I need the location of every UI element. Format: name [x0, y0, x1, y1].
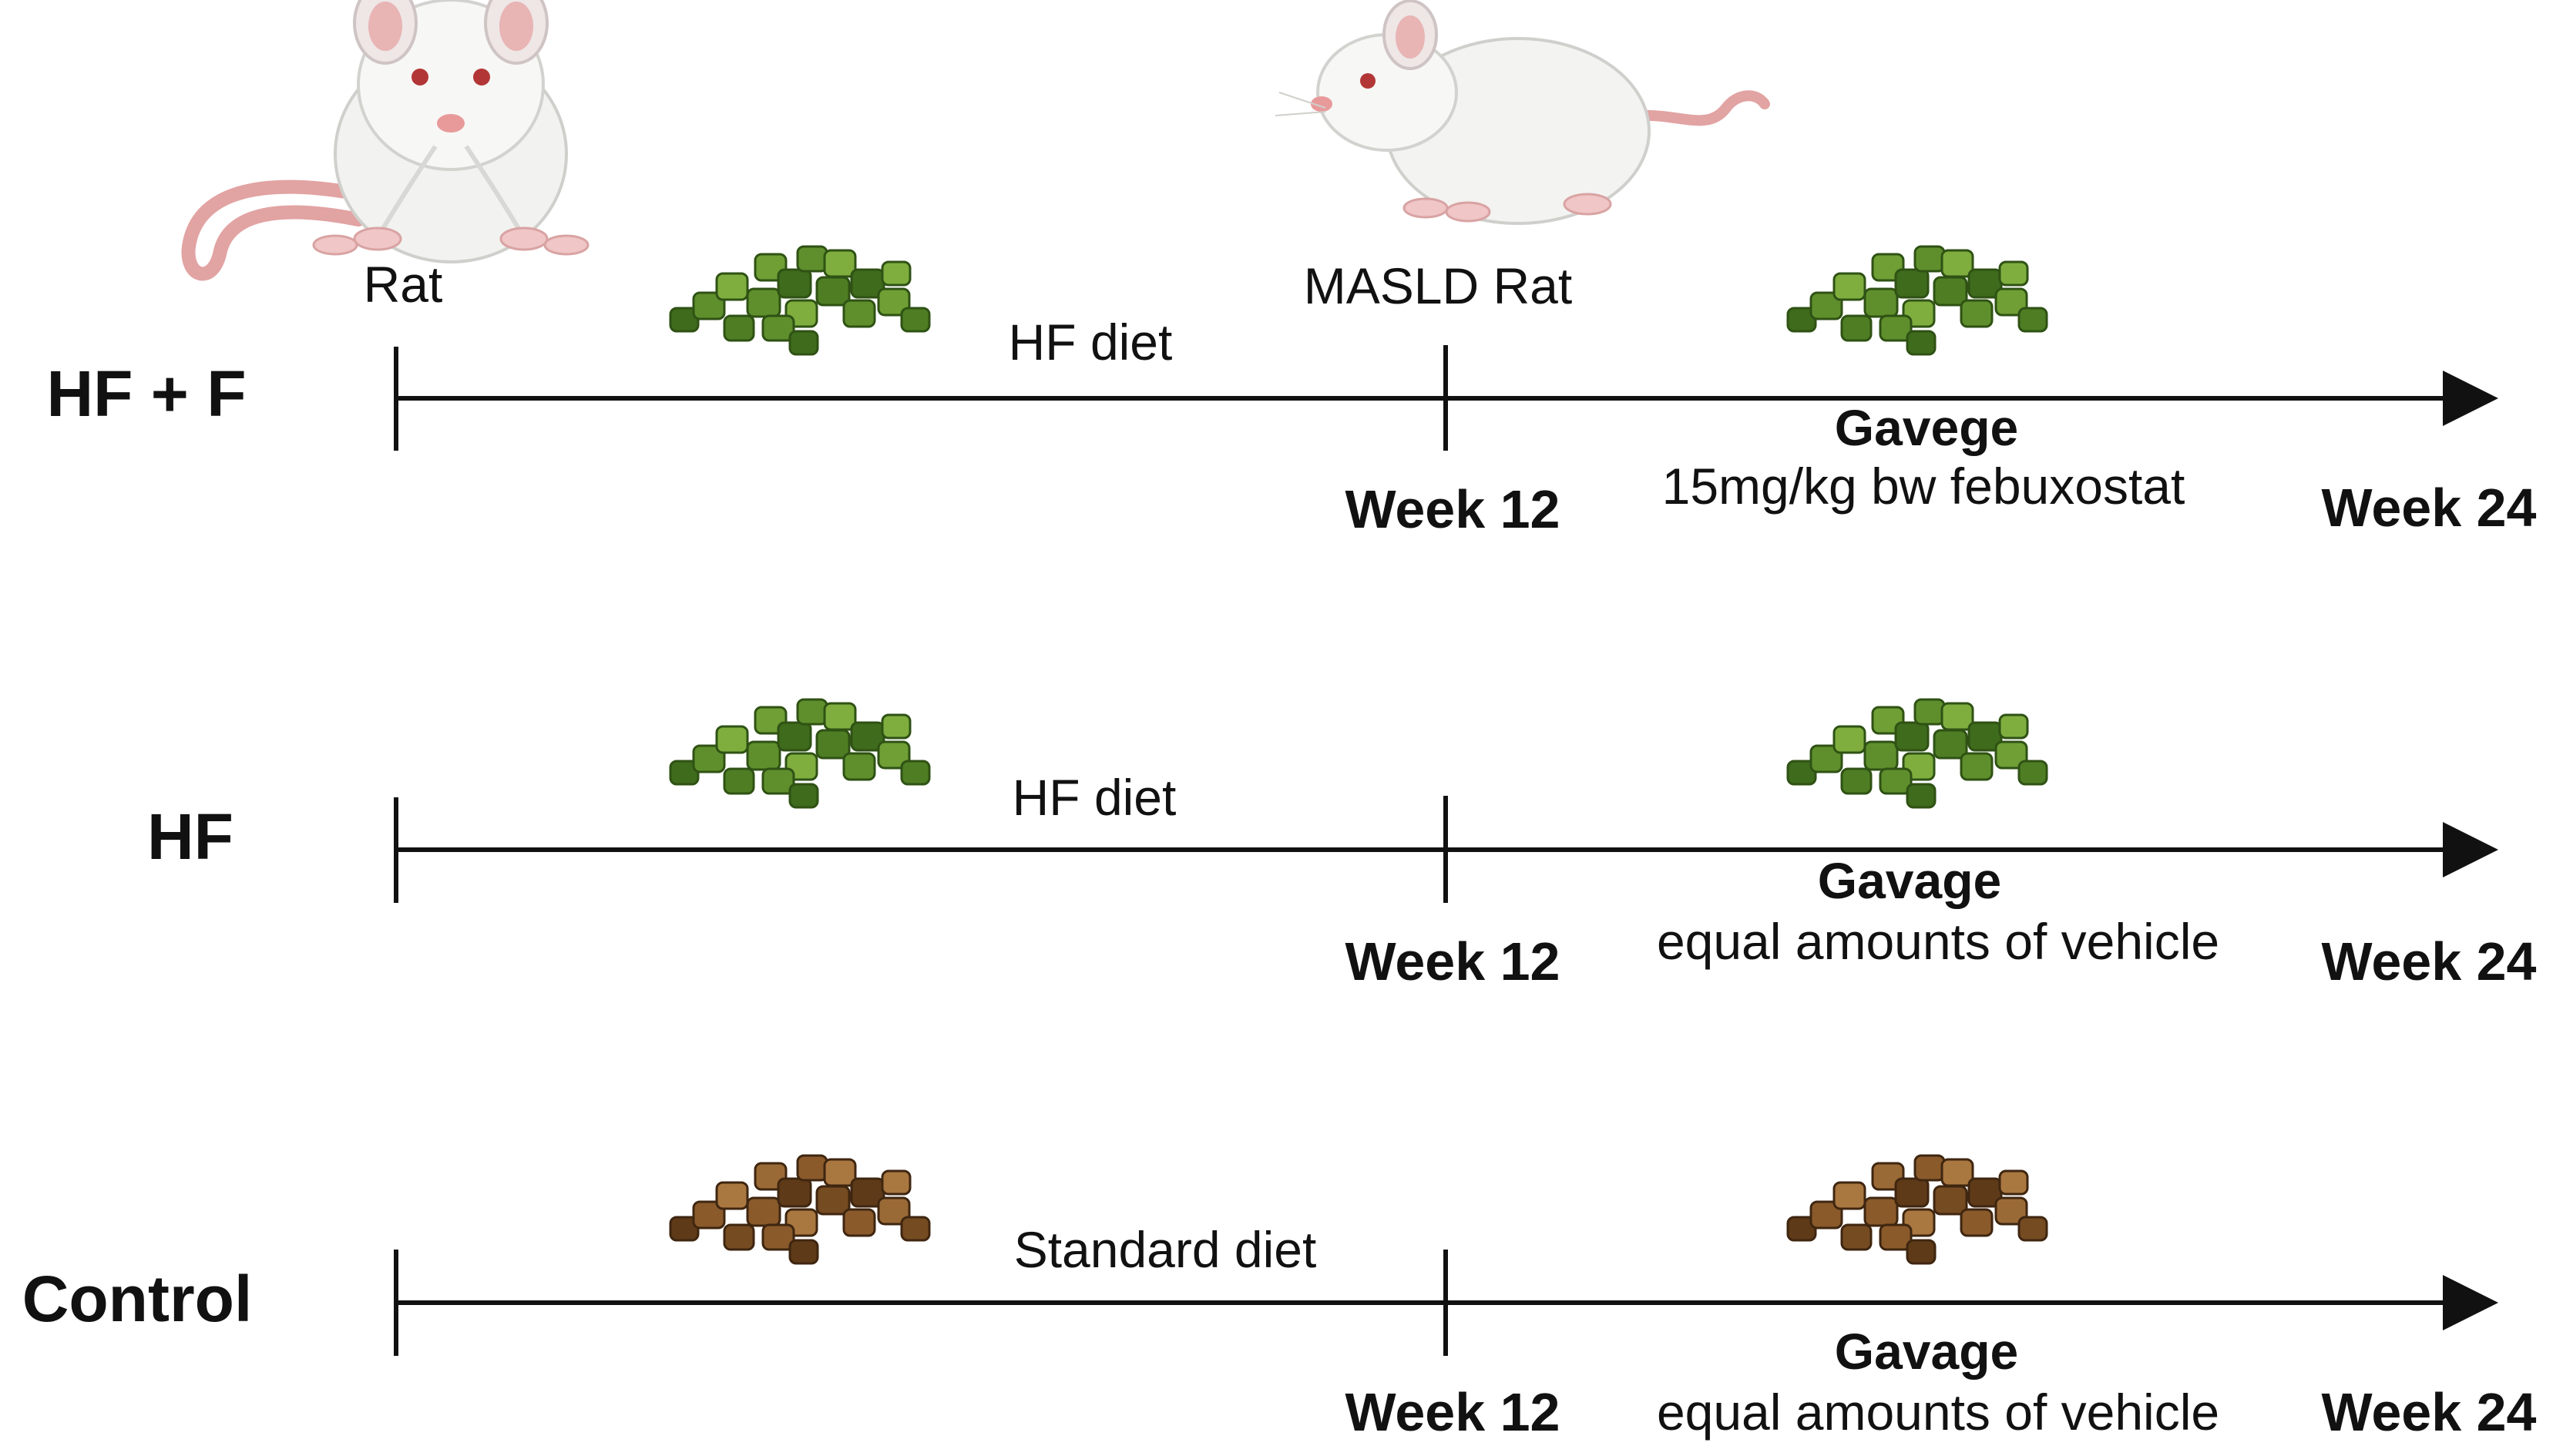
- diet-label: HF diet: [1009, 314, 1173, 371]
- diet-pellets-icon: [1786, 245, 2048, 356]
- gavage-detail: equal amounts of vehicle: [1657, 913, 2219, 970]
- group-label: Control: [22, 1263, 253, 1335]
- week-start-label: Week 12: [1345, 931, 1560, 991]
- gavage-detail: equal amounts of vehicle: [1657, 1384, 2219, 1441]
- rat-label: Rat: [364, 256, 443, 313]
- masld-rat-icon: [1275, 1, 1765, 223]
- group-label: HF: [147, 800, 233, 873]
- week-end-label: Week 24: [2322, 931, 2537, 991]
- gavage-title: Gavage: [1835, 1323, 2018, 1380]
- diet-pellets-icon: [1786, 698, 2048, 809]
- masld-rat-label: MASLD Rat: [1304, 257, 1572, 314]
- week-start-label: Week 12: [1345, 1382, 1560, 1442]
- week-start-label: Week 12: [1345, 479, 1560, 539]
- diet-pellets-icon: [669, 245, 931, 356]
- diet-label: Standard diet: [1014, 1221, 1317, 1278]
- gavage-title: Gavage: [1818, 852, 2001, 909]
- gavage-title: Gavege: [1835, 399, 2018, 456]
- rat-icon: [189, 0, 588, 273]
- diet-pellets-icon: [669, 1154, 931, 1265]
- diet-pellets-icon: [1786, 1154, 2048, 1265]
- timeline-group-hf-f: HF + F HF diet Gavege 15mg/kg bw febuxos…: [46, 245, 2537, 539]
- diet-label: HF diet: [1013, 769, 1177, 826]
- timeline-group-control: Control Standard diet Gavage equal amoun…: [22, 1154, 2537, 1442]
- gavage-detail: 15mg/kg bw febuxostat: [1662, 458, 2185, 515]
- diet-pellets-icon: [669, 698, 931, 809]
- week-end-label: Week 24: [2322, 1382, 2537, 1442]
- group-label: HF + F: [46, 357, 246, 430]
- week-end-label: Week 24: [2322, 478, 2537, 538]
- timeline-group-hf: HF HF diet Gavage equal amounts of vehic…: [147, 698, 2537, 991]
